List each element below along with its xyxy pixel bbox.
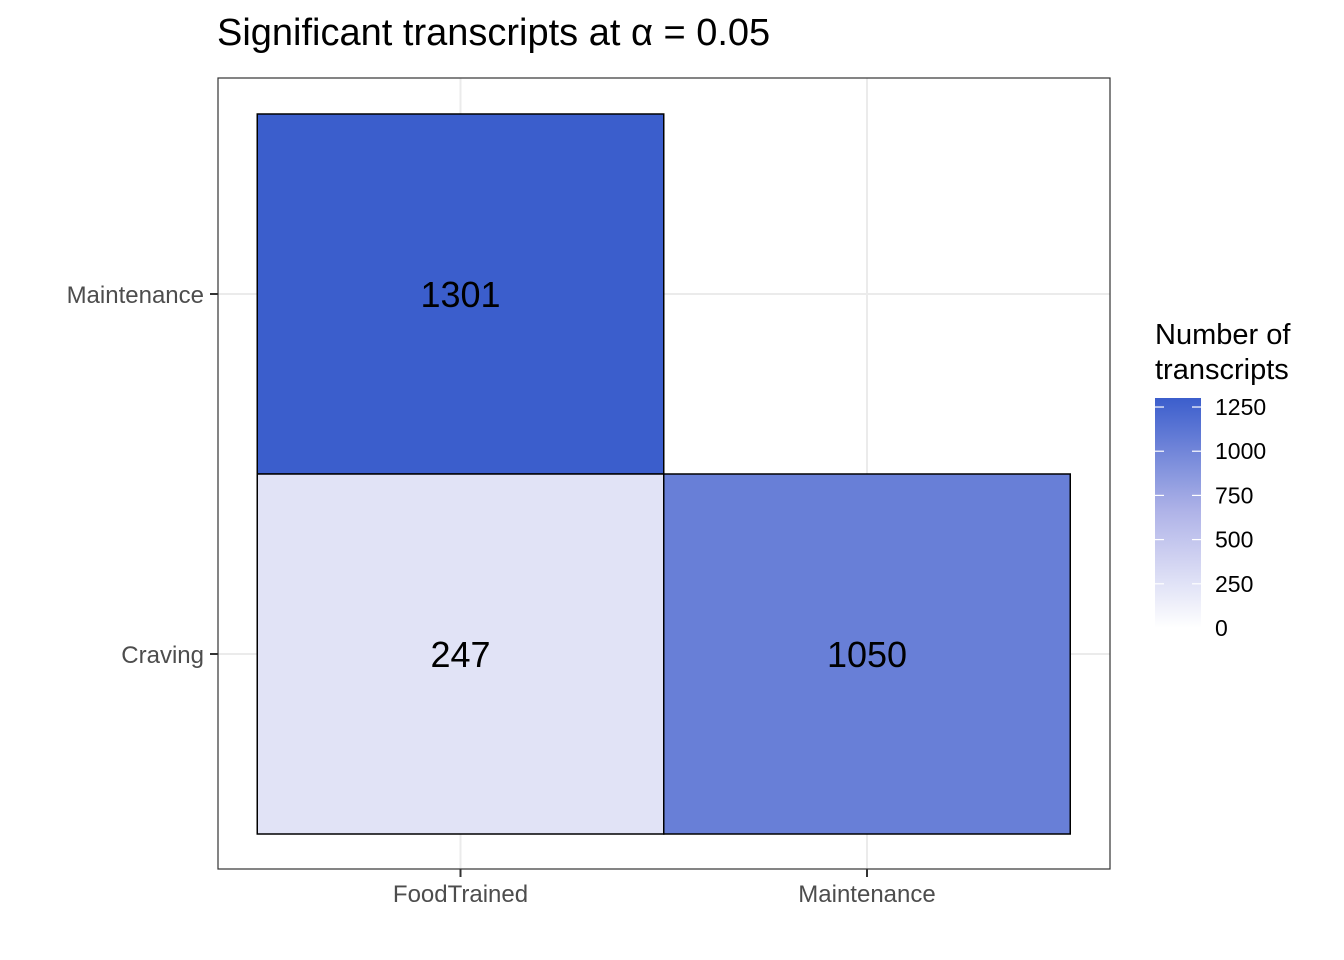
legend-tick-label-4: 1000 xyxy=(1215,438,1266,464)
legend-tick-label-1: 250 xyxy=(1215,571,1253,597)
legend-tick-label-3: 750 xyxy=(1215,482,1253,508)
cell-value-label-0: 1301 xyxy=(420,274,500,315)
heatmap-cell-0 xyxy=(256,113,665,475)
legend-tick-label-5: 1250 xyxy=(1215,394,1266,420)
legend-title-line-2: transcripts xyxy=(1155,354,1289,386)
y-axis: Craving Maintenance xyxy=(67,282,218,669)
y-tick-label-0: Craving xyxy=(121,642,204,669)
heatmap-cell-1 xyxy=(256,473,665,835)
cell-value-label-2: 1050 xyxy=(827,634,907,675)
legend-tick-label-0: 0 xyxy=(1215,615,1228,641)
color-legend: Number of transcripts 0 250 500 750 1000 1250 xyxy=(1155,319,1291,641)
heatmap-cells xyxy=(256,113,1071,835)
x-axis: FoodTrained Maintenance xyxy=(393,869,936,908)
x-tick-label-0: FoodTrained xyxy=(393,881,528,908)
cell-value-labels: 1301 247 1050 xyxy=(420,274,907,675)
legend-ticks: 0 250 500 750 1000 1250 xyxy=(1155,394,1266,641)
chart-title: Significant transcripts at α = 0.05 xyxy=(217,12,770,54)
legend-title-line-1: Number of xyxy=(1155,319,1291,351)
panel-border xyxy=(217,77,1111,870)
heatmap-cell-2 xyxy=(663,473,1071,835)
legend-color-bar xyxy=(1155,398,1201,628)
x-tick-label-1: Maintenance xyxy=(798,881,935,908)
legend-tick-label-2: 500 xyxy=(1215,527,1253,553)
cell-value-label-1: 247 xyxy=(430,634,490,675)
y-tick-label-1: Maintenance xyxy=(67,282,204,309)
